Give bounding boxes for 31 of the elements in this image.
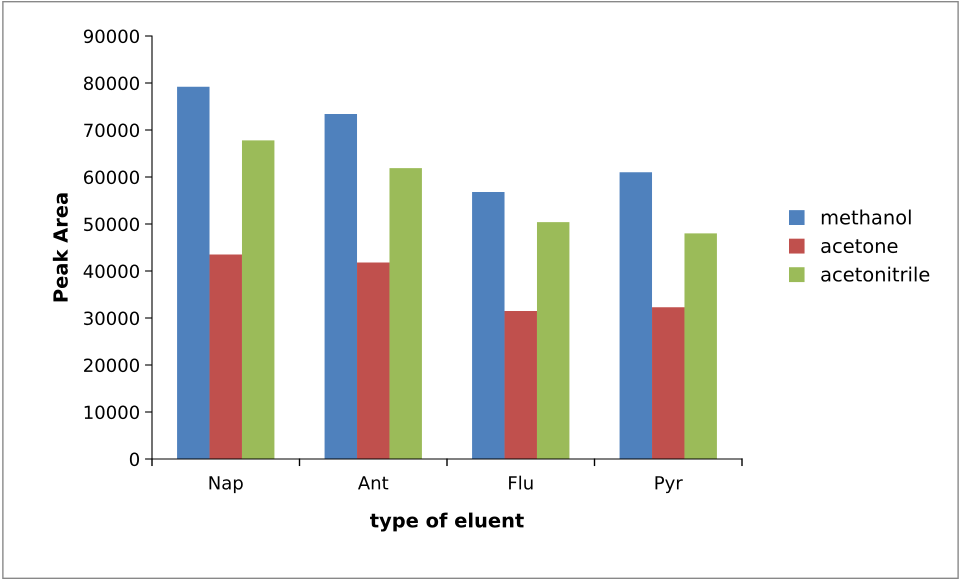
y-tick-label: 90000 (84, 29, 139, 44)
bar (536, 222, 570, 459)
bar (472, 192, 505, 459)
x-tick-label: Ant (358, 476, 388, 490)
bar (652, 307, 684, 459)
bar (177, 86, 210, 459)
y-tick-label: 0 (130, 452, 139, 466)
y-tick-label: 30000 (84, 311, 139, 326)
y-tick-label: 60000 (84, 170, 139, 184)
y-tick-label: 80000 (84, 76, 139, 90)
bar (324, 114, 358, 459)
y-axis-title: Peak Area (52, 193, 68, 302)
y-tick-label: 10000 (84, 405, 139, 420)
bar (620, 172, 652, 459)
bar (357, 262, 390, 459)
y-tick-label: 50000 (84, 217, 139, 232)
bar (210, 254, 242, 459)
x-tick-label: Pyr (656, 476, 683, 494)
legend-label: acetonitrile (821, 266, 930, 282)
x-axis-title: type of eluent (370, 512, 524, 532)
x-tick-label: Flu (509, 476, 533, 490)
bar (504, 310, 537, 459)
y-tick-label: 70000 (84, 123, 139, 138)
bar (242, 140, 274, 459)
legend-label: methanol (822, 210, 911, 225)
bar (684, 233, 717, 459)
x-tick-label: Nap (210, 476, 243, 494)
legend-label: acetone (821, 239, 898, 254)
y-tick-label: 40000 (84, 264, 139, 278)
y-tick-label: 20000 (84, 358, 139, 372)
bar (389, 168, 422, 459)
